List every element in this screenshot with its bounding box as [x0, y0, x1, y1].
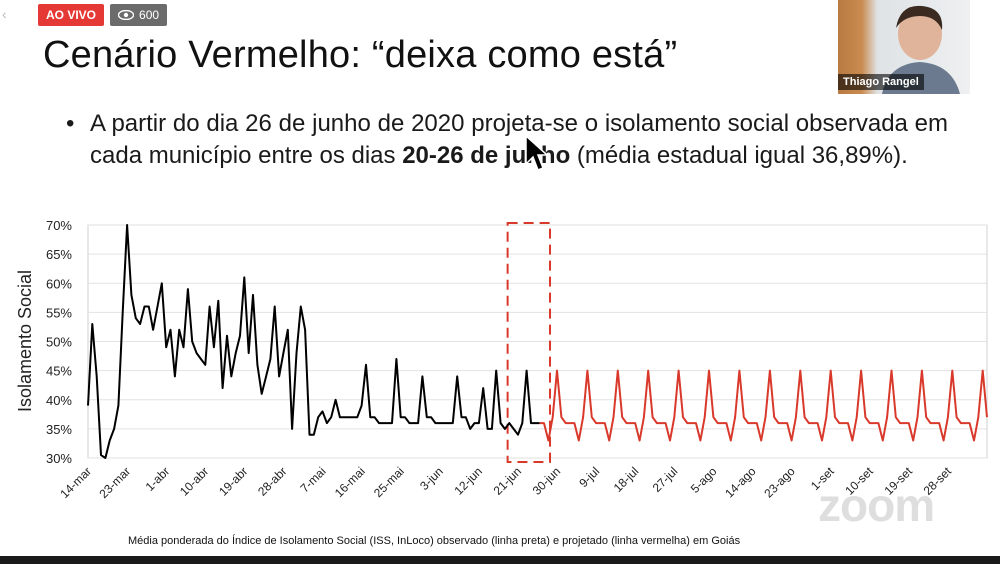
- chart-x-tick-label: 23-mar: [96, 464, 133, 501]
- bottom-bar: [0, 556, 1000, 564]
- chart-y-tick-label: 65%: [46, 247, 72, 262]
- live-badge: AO VIVO: [38, 4, 105, 26]
- chart-y-tick-label: 55%: [46, 305, 72, 320]
- series-line-observado: [87, 224, 540, 459]
- chart-x-tick-label: 23-ago: [761, 464, 798, 501]
- bullet-text-part2: (média estadual igual 36,89%).: [570, 142, 908, 169]
- slide-title: Cenário Vermelho: “deixa como está”: [43, 34, 678, 76]
- mouse-cursor-icon: [525, 134, 548, 171]
- chart-x-tick-label: 25-mai: [371, 464, 407, 500]
- chart-series: [87, 224, 988, 459]
- bullet-text-part1: A partir do dia 26 de junho de 2020 proj…: [90, 110, 948, 169]
- chart-x-tick-label: 7-mai: [298, 464, 329, 495]
- chart-y-tick-label: 40%: [46, 393, 72, 408]
- chart-y-axis-label: Isolamento Social: [15, 270, 35, 412]
- viewer-count-badge: 600: [110, 4, 168, 26]
- highlight-window: [506, 222, 552, 463]
- bullet-text: A partir do dia 26 de junho de 2020 proj…: [68, 108, 948, 172]
- chart-y-tick-label: 70%: [46, 218, 72, 233]
- chart-y-ticks: 30% 35% 40% 45% 50% 55% 60% 65% 70%: [46, 218, 72, 466]
- bullet-dot-icon: •: [66, 110, 75, 137]
- chart-x-tick-label: 19-abr: [216, 464, 250, 498]
- chart-y-tick-label: 50%: [46, 335, 72, 350]
- stream-status-bar: AO VIVO 600: [38, 4, 168, 26]
- chart-x-tick-label: 18-jul: [611, 464, 642, 495]
- zoom-watermark: zoom: [818, 479, 935, 531]
- chart-x-tick-label: 14-mar: [57, 464, 94, 501]
- chart-y-tick-label: 45%: [46, 364, 72, 379]
- chart-y-tick-label: 30%: [46, 451, 72, 466]
- chart-x-tick-label: 3-jun: [417, 464, 446, 493]
- viewer-count: 600: [139, 8, 160, 22]
- chart-x-tick-label: 21-jun: [491, 464, 524, 497]
- series-line-projetado: [539, 369, 988, 442]
- chart-y-tick-label: 35%: [46, 422, 72, 437]
- isolation-chart: 30% 35% 40% 45% 50% 55% 60% 65% 70% 14-mar 23-mar…: [15, 218, 988, 501]
- chart-x-tick-label: 30-jun: [530, 464, 563, 497]
- chart-x-tick-label: 14-ago: [722, 464, 759, 501]
- chart-x-tick-label: 16-mai: [332, 464, 368, 500]
- eye-icon: [118, 10, 135, 20]
- chart-grid: [87, 222, 988, 463]
- participant-video[interactable]: Thiago Rangel: [838, 0, 970, 94]
- chart-x-tick-label: 5-ago: [688, 464, 720, 496]
- chart-x-tick-label: 10-abr: [177, 464, 211, 498]
- chart-x-tick-label: 28-abr: [255, 464, 289, 498]
- chart-caption: Média ponderada do Índice de Isolamento …: [128, 535, 741, 547]
- chart-x-tick-label: 1-abr: [143, 464, 173, 494]
- chart-x-tick-label: 12-jun: [452, 464, 485, 497]
- chart-x-tick-label: 27-jul: [650, 464, 681, 495]
- chart-y-tick-label: 60%: [46, 276, 72, 291]
- slide-bullet: • A partir do dia 26 de junho de 2020 pr…: [66, 108, 948, 172]
- back-arrow-icon[interactable]: ‹: [2, 6, 7, 22]
- chart-x-tick-label: 9-jul: [576, 464, 602, 490]
- participant-name: Thiago Rangel: [838, 74, 924, 90]
